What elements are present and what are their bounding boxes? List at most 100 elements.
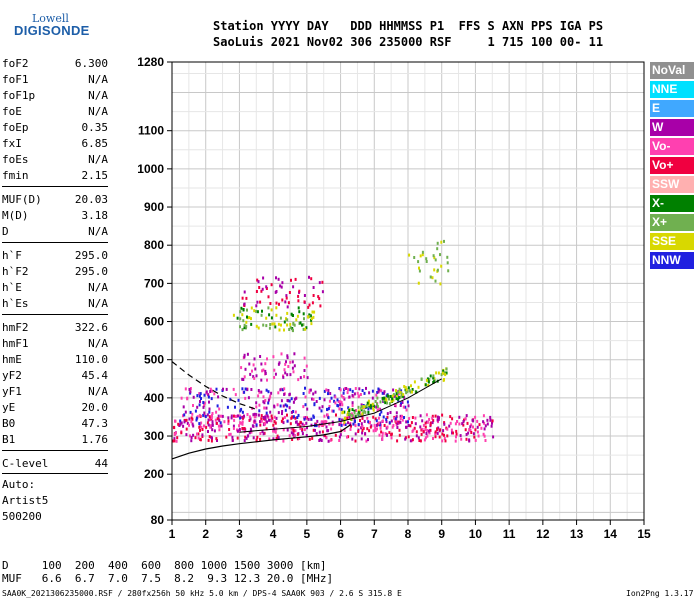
x-tick-label: 9 (438, 527, 445, 541)
param-value: 322.6 (74, 321, 108, 334)
scatter-point (243, 323, 246, 327)
scatter-point (425, 432, 428, 435)
scatter-point (305, 434, 308, 437)
scatter-point (244, 367, 247, 371)
scatter-point (483, 421, 486, 425)
scatter-point (286, 419, 289, 423)
scatter-point (180, 421, 183, 425)
scatter-point (381, 437, 384, 441)
scatter-point (241, 410, 244, 414)
param-label: B0 (2, 417, 16, 430)
panel-divider (2, 473, 108, 474)
scatter-point (432, 419, 435, 423)
scatter-point (211, 389, 214, 393)
scatter-point (469, 425, 472, 429)
scatter-point (406, 400, 409, 404)
scatter-point (329, 392, 332, 395)
scatter-point (321, 405, 324, 409)
scatter-point (404, 405, 407, 409)
scatter-point (297, 306, 300, 310)
param-label: MUF(D) (2, 193, 42, 206)
scatter-point (291, 327, 294, 330)
scatter-point (407, 404, 410, 408)
scatter-point (407, 386, 410, 390)
scatter-point (292, 400, 295, 404)
scatter-point (393, 394, 396, 398)
scatter-point (308, 303, 311, 307)
scatter-point (492, 435, 495, 439)
scatter-point (429, 421, 432, 425)
scatter-point (381, 391, 384, 395)
scatter-point (308, 390, 311, 394)
scatter-point (202, 401, 205, 404)
scatter-point (446, 427, 449, 431)
scatter-point (312, 286, 315, 289)
scatter-point (265, 411, 268, 415)
scatter-point (434, 279, 437, 283)
scatter-point (180, 431, 183, 435)
scatter-point (392, 398, 395, 402)
scatter-point (471, 418, 474, 422)
scatter-point (418, 439, 421, 442)
scatter-point (465, 437, 468, 441)
scatter-point (173, 433, 176, 437)
scatter-point (292, 428, 295, 432)
scatter-point (243, 390, 246, 394)
scatter-point (415, 390, 418, 394)
scatter-point (431, 416, 434, 420)
scatter-point (230, 414, 233, 418)
scatter-point (429, 374, 432, 378)
scatter-point (312, 315, 315, 319)
scatter-point (279, 284, 282, 288)
scatter-point (353, 392, 356, 396)
legend-item-sse: SSE (650, 233, 694, 250)
scatter-point (318, 396, 321, 400)
scatter-point (243, 302, 246, 306)
scatter-point (194, 436, 197, 440)
scatter-point (403, 416, 405, 419)
scatter-point (396, 422, 399, 426)
scatter-point (253, 419, 256, 423)
scatter-point (431, 421, 434, 425)
scatter-point (338, 418, 341, 421)
scatter-point (262, 416, 265, 419)
scatter-point (204, 415, 207, 418)
scatter-point (191, 422, 194, 426)
scatter-point (262, 400, 265, 404)
scatter-point (367, 400, 370, 404)
scatter-point (269, 302, 272, 305)
scatter-point (405, 420, 408, 424)
scatter-point (285, 294, 288, 298)
scatter-point (347, 435, 350, 439)
scatter-point (288, 393, 291, 397)
scatter-point (302, 323, 305, 327)
scatter-point (390, 399, 393, 403)
scatter-point (447, 269, 450, 273)
scatter-point (289, 373, 292, 377)
scatter-point (361, 389, 364, 392)
scatter-point (283, 415, 286, 419)
scatter-point (377, 390, 380, 394)
param-value: 20.03 (74, 193, 108, 206)
scatter-point (274, 372, 277, 376)
scatter-point (476, 430, 479, 434)
scatter-point (203, 404, 206, 407)
scatter-point (303, 428, 306, 432)
scatter-point (437, 426, 440, 430)
scatter-point (289, 422, 292, 426)
scatter-point (373, 404, 376, 408)
scatter-point (338, 435, 341, 439)
scatter-point (248, 415, 251, 419)
scatter-point (378, 413, 381, 417)
scatter-point (343, 428, 346, 432)
scatter-point (451, 417, 454, 421)
scatter-point (282, 375, 285, 379)
param-value: 110.0 (74, 353, 108, 366)
scatter-point (392, 424, 395, 427)
scatter-point (464, 428, 467, 432)
scatter-point (192, 395, 195, 399)
scatter-point (289, 360, 292, 364)
scatter-point (443, 239, 445, 243)
scatter-point (402, 405, 405, 409)
param-foe: foE N/A (2, 104, 108, 120)
